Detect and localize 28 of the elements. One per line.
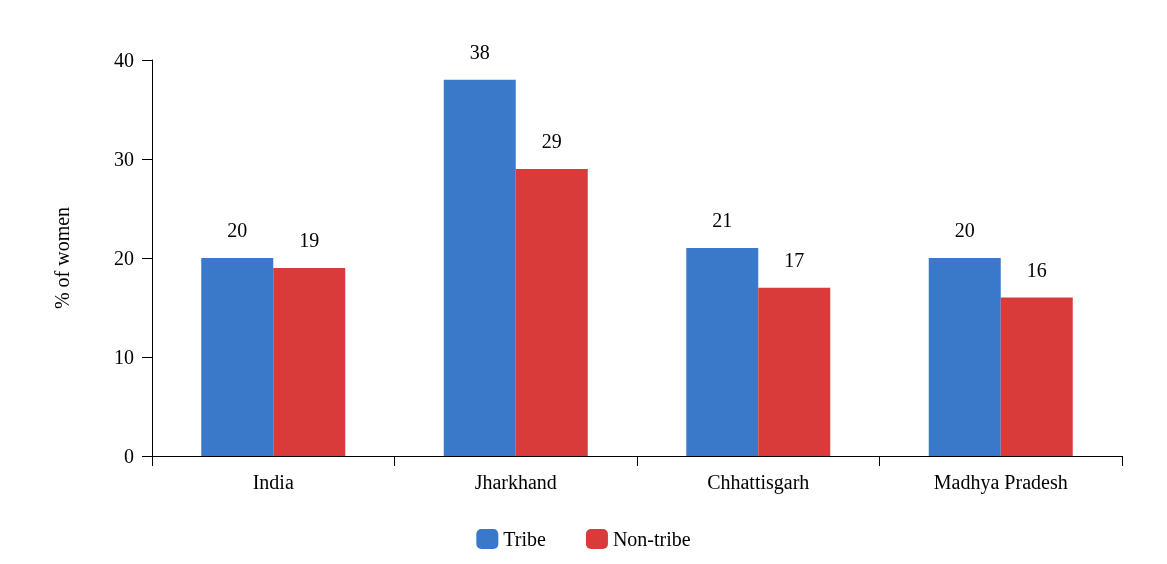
y-axis-title: % of women <box>51 206 73 310</box>
legend-label: Non-tribe <box>612 528 691 550</box>
bar <box>758 287 831 456</box>
x-tick-label: Jharkhand <box>474 471 557 493</box>
bar <box>273 267 346 456</box>
data-label: 17 <box>784 248 805 271</box>
y-tick-label: 10 <box>114 346 134 368</box>
x-tick-label: Chhattisgarh <box>707 471 810 494</box>
legend-label: Tribe <box>503 528 547 550</box>
data-label: 20 <box>227 219 248 241</box>
x-tick-label: Madhya Pradesh <box>933 471 1068 494</box>
bar <box>515 168 588 456</box>
bar <box>201 258 274 456</box>
bar <box>686 248 759 456</box>
y-tick-label: 30 <box>114 148 134 170</box>
y-tick-label: 0 <box>124 445 134 467</box>
y-tick-label: 40 <box>114 49 134 71</box>
data-label: 20 <box>954 219 975 241</box>
bar <box>443 79 516 456</box>
data-label: 38 <box>469 40 490 63</box>
y-tick-label: 20 <box>114 247 134 269</box>
bar <box>928 258 1001 456</box>
data-label: 21 <box>712 209 733 232</box>
data-label: 16 <box>1026 258 1047 281</box>
x-tick-label: India <box>252 471 294 493</box>
data-label: 19 <box>299 228 320 251</box>
data-label: 29 <box>541 129 562 152</box>
bar <box>1000 297 1073 456</box>
